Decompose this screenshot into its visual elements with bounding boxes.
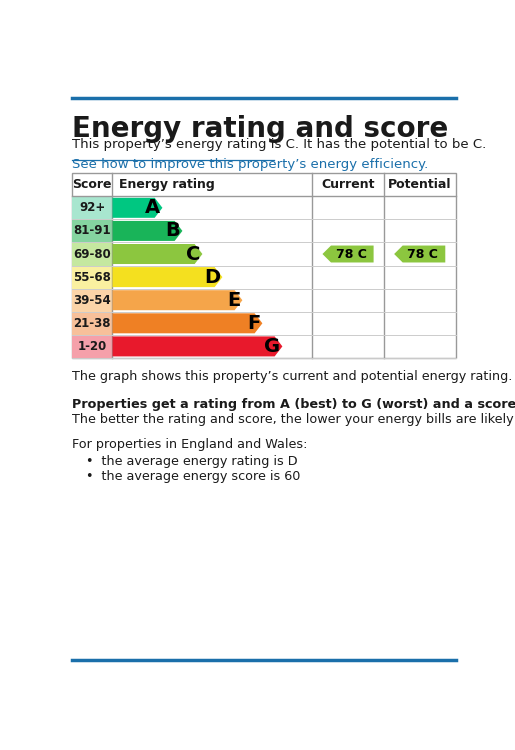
Polygon shape — [112, 267, 222, 287]
Text: Potential: Potential — [388, 178, 452, 191]
Text: The graph shows this property’s current and potential energy rating.: The graph shows this property’s current … — [72, 370, 512, 383]
Polygon shape — [322, 245, 373, 262]
Text: Energy rating and score: Energy rating and score — [72, 115, 449, 142]
Text: See how to improve this property’s energy efficiency.: See how to improve this property’s energ… — [72, 158, 428, 171]
Bar — [72, 242, 112, 266]
Text: 92+: 92+ — [79, 201, 106, 214]
Polygon shape — [112, 198, 162, 217]
Polygon shape — [112, 244, 202, 264]
Text: The better the rating and score, the lower your energy bills are likely to be.: The better the rating and score, the low… — [72, 413, 515, 427]
Polygon shape — [394, 245, 445, 262]
Text: C: C — [186, 244, 200, 263]
Text: Energy rating: Energy rating — [118, 178, 214, 191]
Bar — [72, 219, 112, 242]
Text: 1-20: 1-20 — [78, 340, 107, 353]
Text: •  the average energy score is 60: • the average energy score is 60 — [86, 470, 300, 484]
Text: Properties get a rating from A (best) to G (worst) and a score.: Properties get a rating from A (best) to… — [72, 398, 515, 411]
Text: E: E — [227, 291, 240, 310]
Text: For properties in England and Wales:: For properties in England and Wales: — [72, 438, 307, 451]
Text: 39-54: 39-54 — [74, 294, 111, 307]
Text: 69-80: 69-80 — [74, 248, 111, 260]
Text: •  the average energy rating is D: • the average energy rating is D — [86, 455, 298, 468]
Text: D: D — [204, 268, 220, 286]
Text: G: G — [264, 337, 280, 356]
Polygon shape — [112, 221, 182, 241]
Polygon shape — [112, 290, 243, 310]
Polygon shape — [112, 337, 282, 356]
Bar — [72, 312, 112, 334]
Bar — [72, 173, 456, 358]
Text: F: F — [247, 314, 260, 333]
Text: A: A — [145, 198, 160, 217]
Bar — [72, 266, 112, 289]
Bar — [72, 196, 112, 219]
Text: 78 C: 78 C — [407, 248, 438, 260]
Text: B: B — [165, 221, 180, 241]
Text: 21-38: 21-38 — [74, 316, 111, 330]
Text: Score: Score — [73, 178, 112, 191]
Text: 81-91: 81-91 — [74, 224, 111, 238]
Text: 55-68: 55-68 — [73, 271, 111, 284]
Bar — [72, 334, 112, 358]
Polygon shape — [112, 314, 262, 333]
Text: 78 C: 78 C — [336, 248, 367, 260]
Text: Current: Current — [321, 178, 375, 191]
Bar — [72, 289, 112, 312]
Text: This property’s energy rating is C. It has the potential to be C.: This property’s energy rating is C. It h… — [72, 138, 486, 151]
